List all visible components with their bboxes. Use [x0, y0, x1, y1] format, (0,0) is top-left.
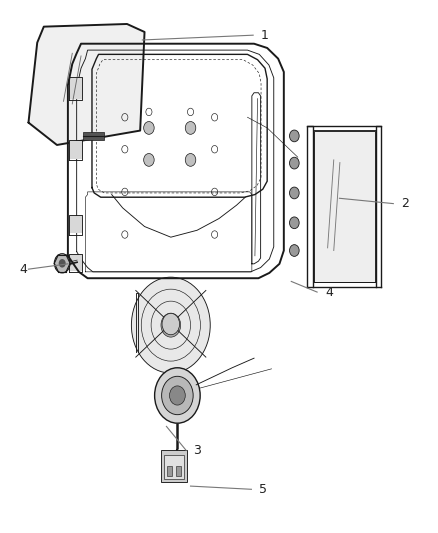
Text: 1: 1: [261, 29, 268, 42]
Bar: [164, 455, 184, 479]
Bar: [69, 216, 82, 233]
Circle shape: [185, 154, 196, 166]
Circle shape: [155, 368, 200, 423]
Circle shape: [185, 122, 196, 134]
Circle shape: [162, 313, 180, 335]
Polygon shape: [28, 24, 145, 145]
Circle shape: [54, 254, 70, 273]
Bar: [69, 141, 82, 159]
Circle shape: [131, 277, 210, 373]
Bar: [161, 450, 187, 482]
Bar: [176, 466, 181, 476]
Circle shape: [161, 313, 180, 337]
Text: 2: 2: [401, 197, 409, 210]
Circle shape: [59, 259, 66, 268]
Circle shape: [144, 122, 154, 134]
Circle shape: [162, 376, 193, 415]
Bar: [69, 78, 82, 99]
Text: 5: 5: [259, 483, 267, 496]
Text: 4: 4: [20, 263, 28, 276]
Bar: [69, 255, 82, 271]
Text: 3: 3: [193, 444, 201, 457]
Circle shape: [144, 154, 154, 166]
Text: 4: 4: [325, 286, 333, 298]
Circle shape: [290, 217, 299, 229]
Circle shape: [290, 187, 299, 199]
Bar: [83, 132, 104, 140]
Circle shape: [290, 157, 299, 169]
Circle shape: [290, 130, 299, 142]
Bar: [167, 466, 172, 476]
Circle shape: [290, 245, 299, 256]
Polygon shape: [314, 131, 375, 282]
Circle shape: [170, 386, 185, 405]
